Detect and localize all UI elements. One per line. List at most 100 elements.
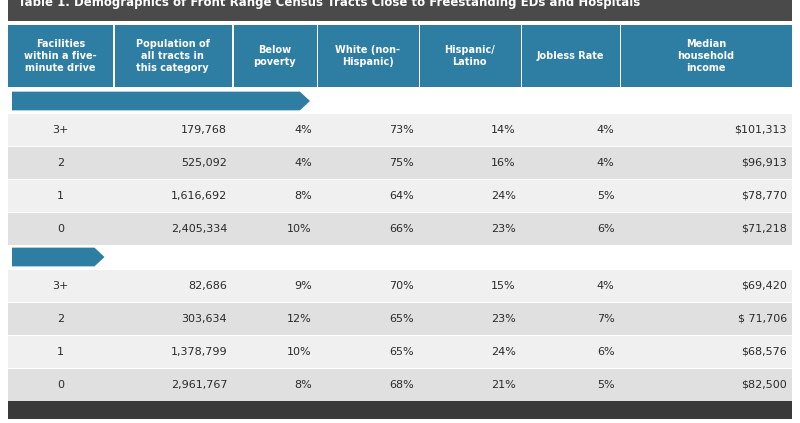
Text: 4%: 4% (294, 157, 312, 168)
Text: Hispanic/
Latino: Hispanic/ Latino (445, 45, 495, 67)
Text: 1,616,692: 1,616,692 (171, 190, 227, 201)
Text: $82,500: $82,500 (742, 379, 787, 390)
Bar (8, 25, 113, 87)
Bar (8, 25, 792, 91)
Text: 21%: 21% (491, 379, 516, 390)
Text: 2: 2 (57, 157, 64, 168)
Text: 179,768: 179,768 (182, 124, 227, 135)
Bar (8, 212, 792, 245)
Text: 2,405,334: 2,405,334 (171, 223, 227, 233)
Bar (8, 113, 792, 146)
Bar (8, 302, 792, 335)
Text: $101,313: $101,313 (734, 124, 787, 135)
Bar (419, 25, 521, 87)
Bar (619, 25, 792, 87)
Bar (8, 368, 792, 401)
Bar (8, 335, 792, 336)
Bar (8, 179, 792, 180)
Text: 1: 1 (57, 346, 64, 357)
Bar (317, 25, 318, 87)
Text: 9%: 9% (294, 280, 312, 291)
Text: Table 1. Demographics of Front Range Census Tracts Close to Freestanding EDs and: Table 1. Demographics of Front Range Cen… (18, 0, 640, 8)
Text: 5%: 5% (597, 190, 614, 201)
Polygon shape (12, 92, 310, 110)
Text: 4%: 4% (597, 280, 614, 291)
Text: 8%: 8% (294, 379, 312, 390)
Text: 15%: 15% (491, 280, 516, 291)
Bar (521, 25, 619, 87)
Text: White (non-
Hispanic): White (non- Hispanic) (335, 45, 400, 67)
Bar (8, 212, 792, 213)
Text: 6%: 6% (597, 346, 614, 357)
Text: 525,092: 525,092 (182, 157, 227, 168)
Text: 2: 2 (57, 313, 64, 324)
Text: 12%: 12% (287, 313, 312, 324)
Bar (232, 25, 234, 87)
Bar (8, 146, 792, 179)
Text: 3+: 3+ (52, 124, 69, 135)
Bar (521, 25, 522, 87)
Text: $78,770: $78,770 (741, 190, 787, 201)
Text: 10%: 10% (287, 346, 312, 357)
Bar (8, 89, 792, 113)
Bar (8, 146, 792, 147)
Text: 4%: 4% (294, 124, 312, 135)
Text: 70%: 70% (389, 280, 414, 291)
Text: 24%: 24% (491, 346, 516, 357)
Text: 1,378,799: 1,378,799 (170, 346, 227, 357)
Text: $69,420: $69,420 (741, 280, 787, 291)
Text: 66%: 66% (389, 223, 414, 233)
Text: 14%: 14% (491, 124, 516, 135)
Text: Population of
all tracts in
this category: Population of all tracts in this categor… (136, 38, 210, 74)
Bar (8, 401, 792, 419)
Text: 0: 0 (57, 223, 64, 233)
Bar (8, 302, 792, 303)
Text: 7%: 7% (597, 313, 614, 324)
Polygon shape (12, 247, 105, 266)
Text: 303,634: 303,634 (182, 313, 227, 324)
Text: 6%: 6% (597, 223, 614, 233)
Text: 4%: 4% (597, 157, 614, 168)
Text: 23%: 23% (491, 223, 516, 233)
Bar (8, 245, 792, 269)
Text: 24%: 24% (491, 190, 516, 201)
Text: 10%: 10% (287, 223, 312, 233)
Text: 65%: 65% (389, 313, 414, 324)
Text: 65%: 65% (389, 346, 414, 357)
Bar (419, 25, 420, 87)
Text: 2,961,767: 2,961,767 (170, 379, 227, 390)
Text: $68,576: $68,576 (742, 346, 787, 357)
Text: 4%: 4% (597, 124, 614, 135)
Bar (8, 368, 792, 369)
Text: 5%: 5% (597, 379, 614, 390)
Bar (8, 179, 792, 212)
Bar (113, 25, 114, 87)
Bar (8, 113, 792, 114)
Bar (619, 25, 621, 87)
Text: Below
poverty: Below poverty (254, 45, 296, 67)
Bar (8, 269, 792, 302)
Text: 1: 1 (57, 190, 64, 201)
Bar (8, 335, 792, 368)
Text: 23%: 23% (491, 313, 516, 324)
Text: Facilities
within a five-
minute drive: Facilities within a five- minute drive (24, 38, 97, 74)
Text: 8%: 8% (294, 190, 312, 201)
Text: 16%: 16% (491, 157, 516, 168)
Text: 3+: 3+ (52, 280, 69, 291)
Text: 75%: 75% (389, 157, 414, 168)
Bar (317, 25, 419, 87)
Bar (113, 25, 232, 87)
Text: $96,913: $96,913 (742, 157, 787, 168)
Text: $71,218: $71,218 (741, 223, 787, 233)
Text: 82,686: 82,686 (188, 280, 227, 291)
Bar (232, 25, 317, 87)
Bar (8, 269, 792, 270)
Text: 0: 0 (57, 379, 64, 390)
Text: Jobless Rate: Jobless Rate (536, 51, 604, 61)
Text: $ 71,706: $ 71,706 (738, 313, 787, 324)
Text: 64%: 64% (389, 190, 414, 201)
Text: 73%: 73% (389, 124, 414, 135)
Text: 68%: 68% (389, 379, 414, 390)
Text: Median
household
income: Median household income (677, 38, 734, 74)
Bar (8, 0, 792, 21)
